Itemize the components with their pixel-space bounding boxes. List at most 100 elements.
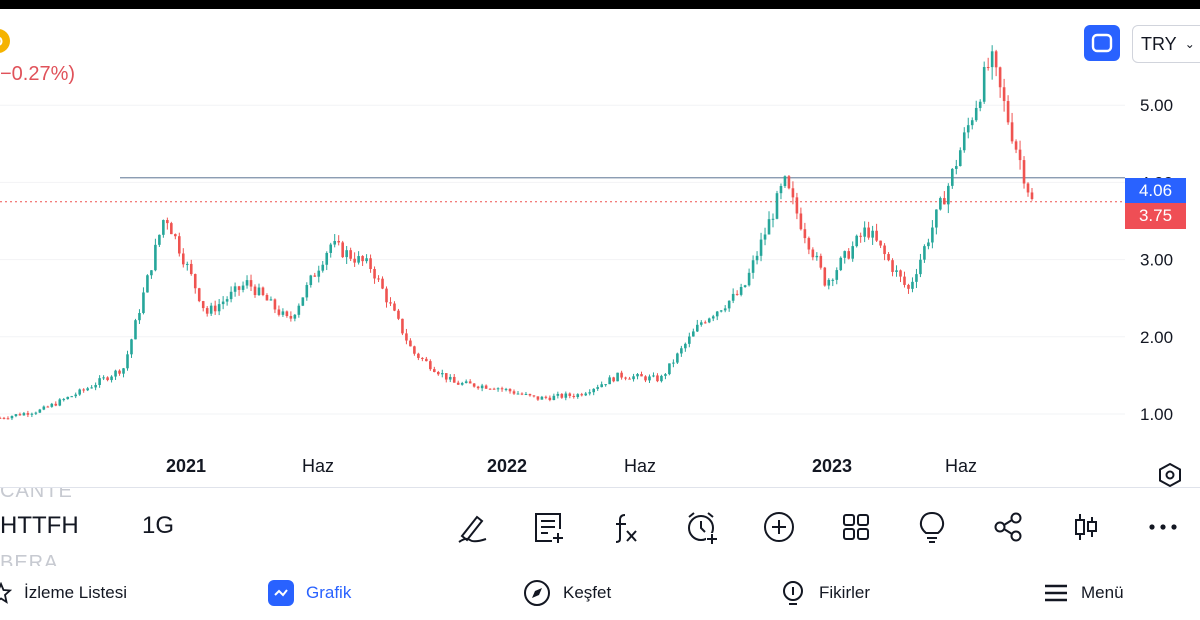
nav-explore[interactable]: Keşfet bbox=[523, 566, 611, 620]
nav-watchlist[interactable]: İzleme Listesi bbox=[0, 566, 127, 620]
candle-body bbox=[106, 377, 109, 381]
candle-body bbox=[229, 291, 233, 300]
previous-symbol[interactable]: CANTE bbox=[0, 488, 73, 502]
candle-body bbox=[815, 255, 819, 258]
candle-body bbox=[684, 343, 687, 349]
candle-body bbox=[241, 285, 245, 290]
candle-body bbox=[134, 320, 137, 340]
share-button[interactable] bbox=[990, 508, 1028, 546]
ideas-button[interactable] bbox=[913, 508, 951, 546]
nav-menu[interactable]: Menü bbox=[1043, 566, 1124, 620]
candle-body bbox=[321, 264, 325, 271]
x-tick-label: 2022 bbox=[487, 456, 527, 476]
candle-body bbox=[114, 370, 117, 377]
layout-button[interactable] bbox=[837, 508, 875, 546]
candle-body bbox=[859, 235, 862, 237]
x-tick-label: Haz bbox=[624, 456, 656, 476]
candle-body bbox=[680, 348, 683, 354]
chart-canvas[interactable]: 1.002.003.004.005.00 2021Haz2022Haz2023H… bbox=[0, 9, 1200, 487]
candle-body bbox=[887, 254, 890, 261]
candle-body bbox=[875, 230, 878, 241]
candle-body bbox=[110, 376, 113, 381]
candle-body bbox=[118, 370, 121, 374]
candle-body bbox=[867, 227, 870, 238]
candle-body bbox=[962, 132, 966, 151]
interval-button[interactable]: 1G bbox=[142, 512, 175, 539]
candle-body bbox=[417, 353, 420, 358]
candle-body bbox=[472, 383, 476, 387]
candle-body bbox=[130, 339, 133, 355]
candle-body bbox=[807, 238, 811, 250]
candle-body bbox=[14, 414, 18, 417]
add-alert-button[interactable] bbox=[683, 508, 721, 546]
nav-ideas[interactable]: Fikirler bbox=[779, 566, 870, 620]
candle-body bbox=[484, 385, 488, 389]
candle-body bbox=[504, 388, 508, 390]
candle-body bbox=[488, 388, 492, 390]
price-change-percent: −0.27%) bbox=[0, 63, 76, 85]
layout-grid-icon bbox=[843, 514, 869, 540]
candle-body bbox=[94, 384, 97, 388]
x-tick-label: Haz bbox=[945, 456, 977, 476]
candle-body bbox=[496, 388, 500, 390]
candle-body bbox=[444, 373, 448, 380]
candle-body bbox=[257, 287, 261, 296]
chart-settings-button[interactable] bbox=[1156, 461, 1184, 489]
candle-body bbox=[556, 393, 560, 396]
candle-body bbox=[181, 253, 185, 265]
candle-body bbox=[811, 249, 815, 258]
candle-body bbox=[974, 107, 978, 121]
candle-body bbox=[827, 279, 831, 286]
candle-body bbox=[401, 318, 404, 334]
candle-body bbox=[126, 354, 129, 369]
candle-body bbox=[6, 418, 10, 420]
candle-body bbox=[1026, 183, 1030, 193]
candle-body bbox=[943, 198, 946, 205]
fullscreen-icon bbox=[1091, 33, 1113, 53]
candle-body bbox=[277, 309, 281, 315]
candle-body bbox=[588, 392, 592, 394]
candle-body bbox=[345, 250, 348, 258]
fullscreen-button[interactable] bbox=[1084, 25, 1120, 61]
add-note-button[interactable] bbox=[529, 508, 567, 546]
candle-body bbox=[891, 260, 894, 272]
chart-toolbar-divider bbox=[0, 487, 1200, 488]
nav-chart-label: Grafik bbox=[306, 583, 352, 602]
candle-body bbox=[676, 353, 679, 363]
price-chart[interactable]: 1.002.003.004.005.00 2021Haz2022Haz2023H… bbox=[0, 9, 1200, 489]
candle-body bbox=[532, 395, 536, 397]
candle-body bbox=[552, 395, 556, 401]
candle-body bbox=[568, 393, 572, 396]
currency-select[interactable]: TRY ⌄ bbox=[1132, 25, 1200, 63]
candle-body bbox=[313, 275, 317, 277]
bulb-icon bbox=[779, 579, 807, 607]
candle-body bbox=[958, 150, 962, 167]
candle-body bbox=[604, 384, 607, 386]
x-tick-label: Haz bbox=[302, 456, 334, 476]
more-button[interactable] bbox=[1144, 508, 1182, 546]
candle-body bbox=[899, 270, 902, 277]
candle-body bbox=[508, 388, 512, 392]
candle-body bbox=[672, 362, 675, 364]
candle-body bbox=[34, 412, 38, 414]
chart-type-button[interactable] bbox=[1067, 508, 1105, 546]
candle-body bbox=[150, 270, 153, 276]
candle-body bbox=[54, 403, 58, 406]
indicators-button[interactable] bbox=[606, 508, 644, 546]
nav-menu-label: Menü bbox=[1081, 583, 1124, 602]
draw-button[interactable] bbox=[453, 508, 491, 546]
candle-body bbox=[309, 275, 313, 286]
symbol-selector[interactable]: CANTE HTTFH 1G BERA bbox=[0, 488, 420, 566]
candle-body bbox=[409, 340, 412, 347]
candle-body bbox=[373, 268, 376, 279]
candle-body bbox=[185, 263, 189, 265]
candle-body bbox=[301, 297, 305, 306]
add-button[interactable] bbox=[760, 508, 798, 546]
candle-body bbox=[939, 198, 942, 210]
candle-body bbox=[22, 413, 26, 416]
candle-body bbox=[405, 333, 408, 341]
candle-body bbox=[612, 377, 615, 382]
current-symbol[interactable]: HTTFH bbox=[0, 512, 79, 539]
next-symbol[interactable]: BERA bbox=[0, 552, 59, 566]
nav-chart[interactable]: Grafik bbox=[268, 566, 351, 620]
